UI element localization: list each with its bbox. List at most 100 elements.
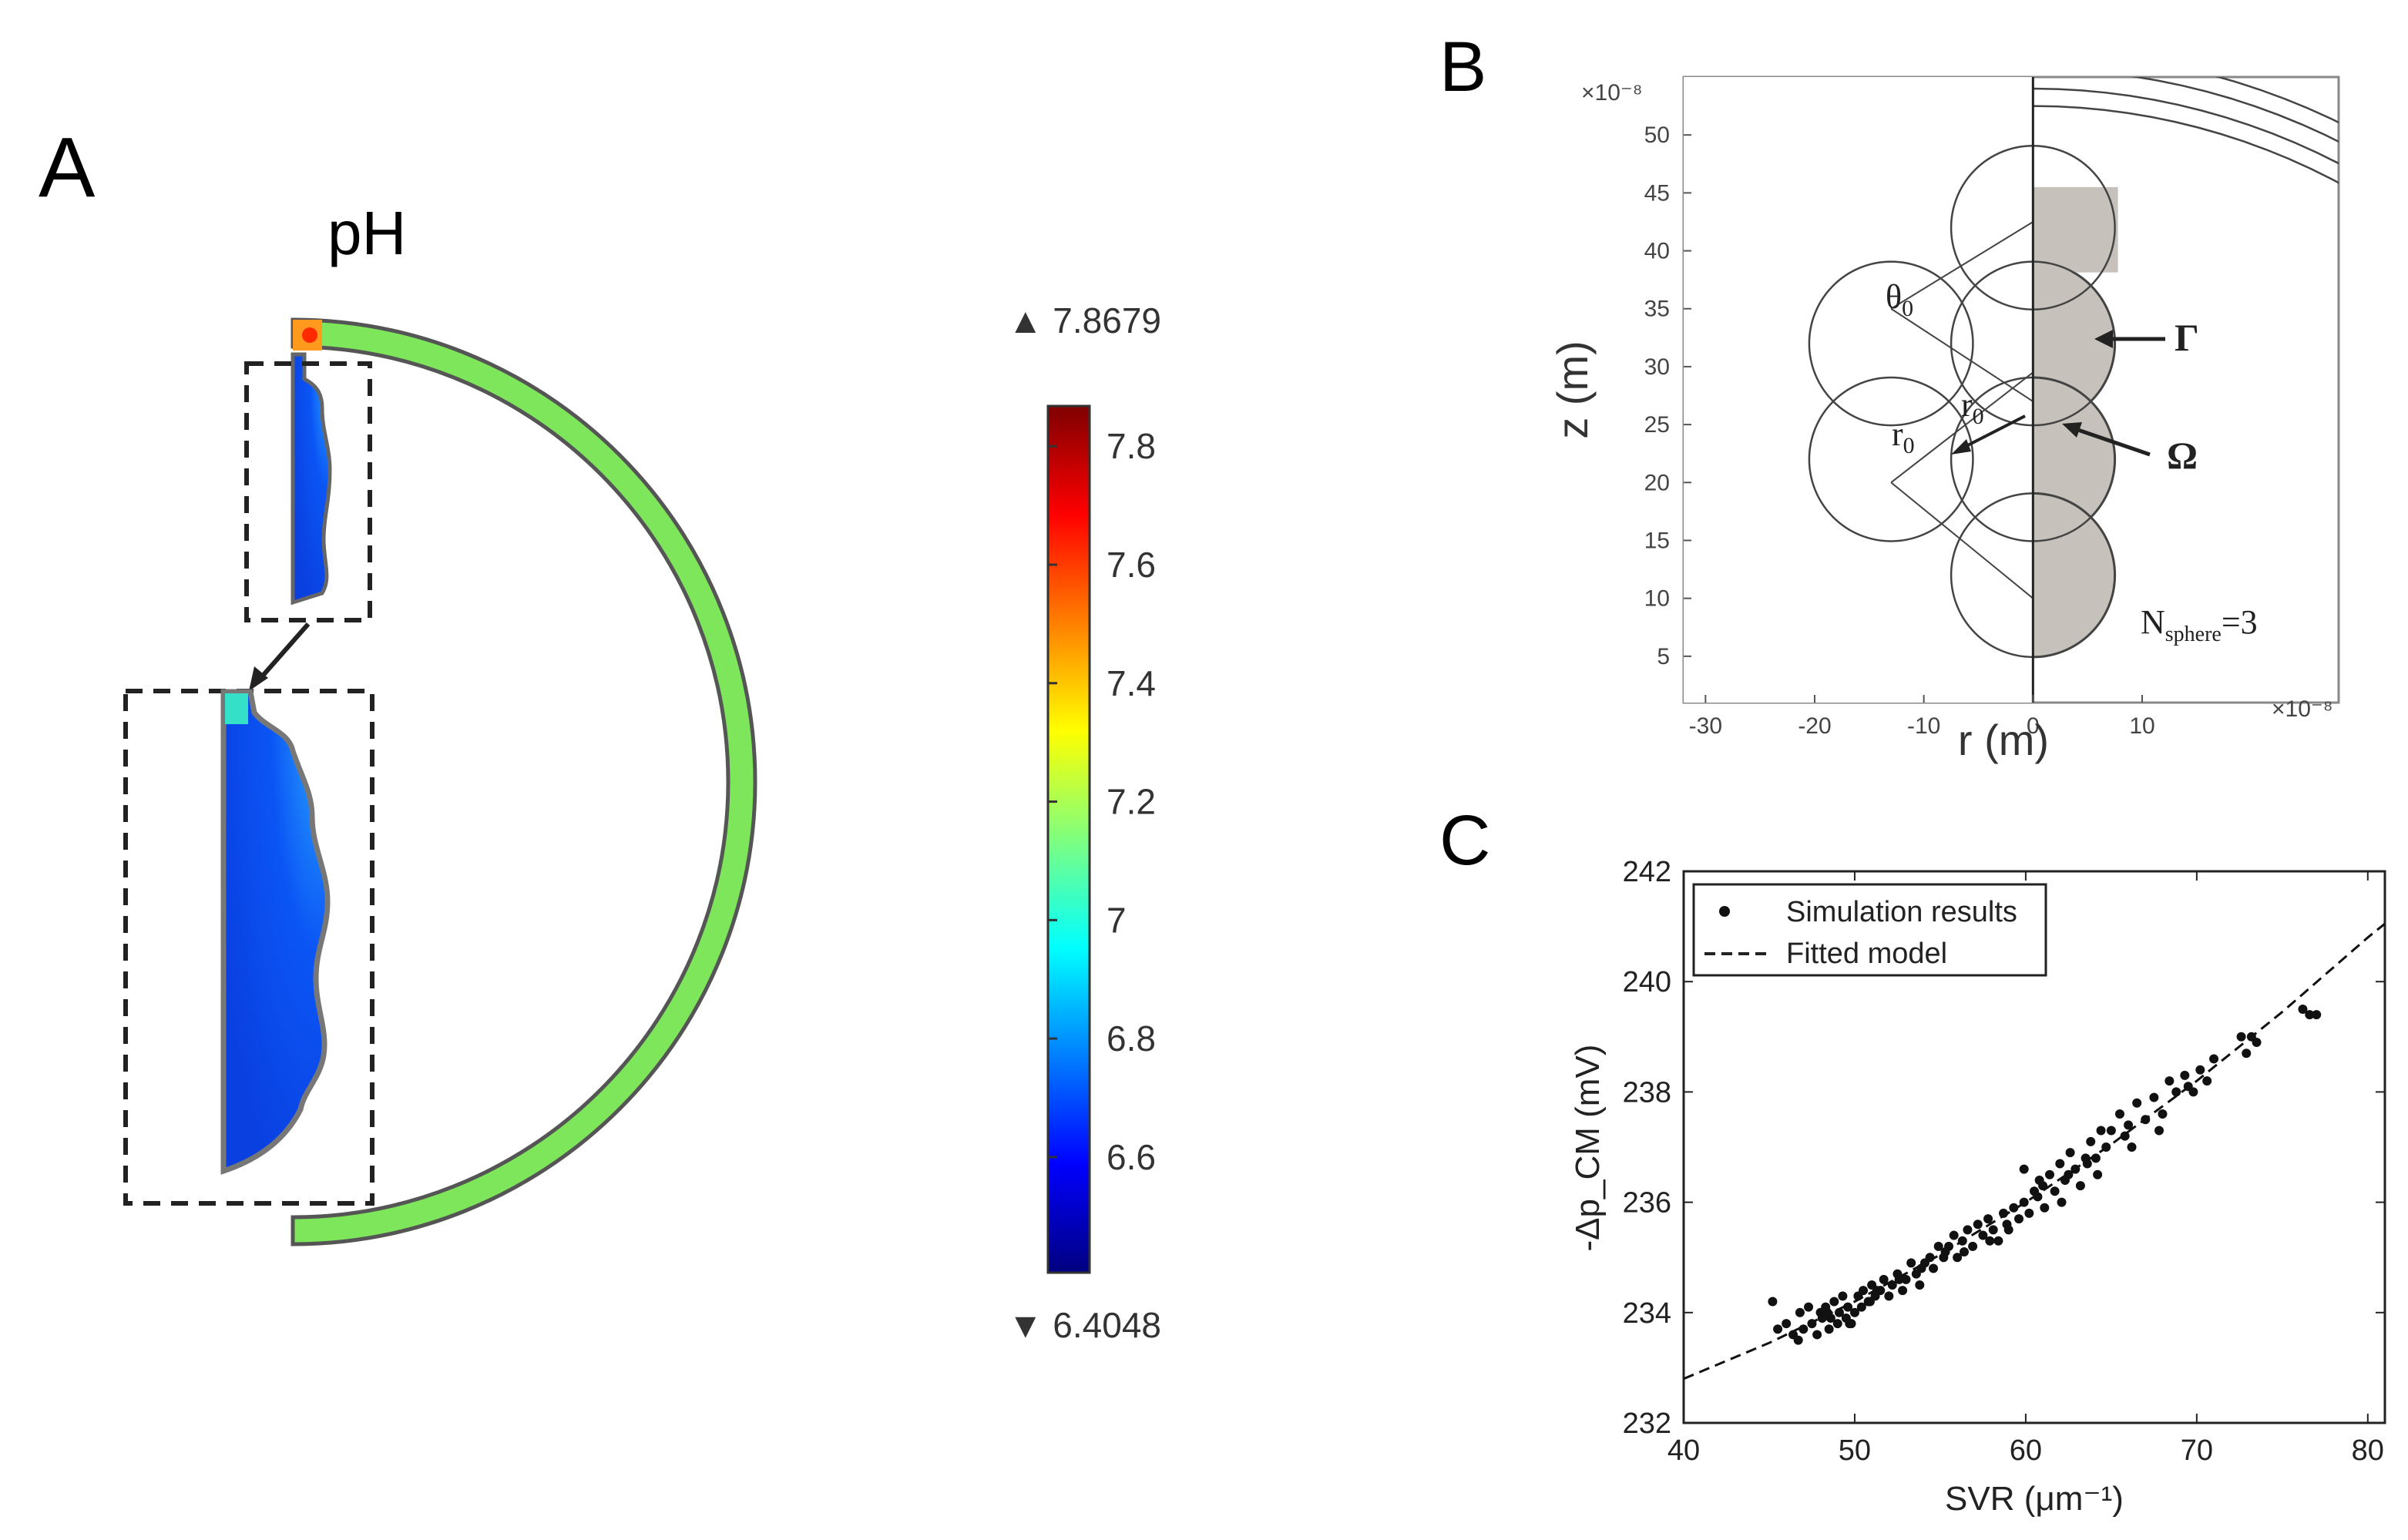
simulation-point [1898,1286,1908,1296]
side-sphere-outline [1808,260,1974,427]
simulation-point [1887,1280,1897,1290]
left-mask [1684,77,2034,703]
colorbar-tick-label: 6.6 [1107,1137,1156,1177]
simulation-point [2091,1153,2101,1163]
simulation-point [1884,1291,1894,1301]
simulation-point [1879,1274,1889,1284]
construction-line [1890,371,2034,484]
inner-cell-large-tip [225,693,248,724]
simulation-point [2298,1005,2308,1014]
colorbar-ticks: 7.8 7.6 7.4 7.2 7 6.8 6.6 [1048,426,1156,1177]
colorbar-tick-label: 7.8 [1107,426,1156,466]
simulation-point [2093,1169,2103,1179]
colorbar-tick-label: 7.2 [1107,782,1156,822]
panel-b-xtick-label: 10 [2129,713,2154,739]
simulation-point [1804,1302,1814,1312]
panel-c-ytick-label: 240 [1623,966,1671,998]
simulation-point [2141,1115,2151,1125]
simulation-point [1859,1286,1869,1296]
panel-b-xtick-label: 0 [2027,713,2040,739]
simulation-point [1843,1302,1853,1312]
simulation-point [2044,1169,2054,1179]
panel-c-xtick-label: 80 [2352,1434,2384,1467]
simulation-point [1925,1253,1935,1263]
legend-point-marker [1719,906,1730,917]
colorbar-tick-label: 7.4 [1107,663,1156,703]
panel-b-xtick-label: -30 [1689,713,1722,739]
n-subscript: sphere [2165,622,2222,646]
simulation-point [2064,1169,2074,1179]
simulation-point [2019,1164,2029,1174]
simulation-point [2024,1208,2034,1218]
simulation-point [2195,1065,2205,1075]
panel-b-ytick-label: 40 [1644,239,1670,264]
omega-neck-fill [2033,186,2118,273]
simulation-point [1872,1286,1882,1296]
panel-a: A pH 7.8 7.6 7.4 7.2 7 6.8 6.6 ▲ 7.8679 ▼ 6.40… [39,120,1161,1345]
panel-b-ytick-label: 50 [1644,122,1670,148]
simulation-point [2209,1054,2219,1064]
panel-b-ytick-label: 30 [1644,354,1670,380]
inset-arrow [255,622,311,683]
simulation-point [2075,1181,2085,1191]
simulation-point [1960,1247,1969,1257]
simulation-point [2014,1214,2024,1224]
inset-box-small [244,361,372,622]
simulation-point [2305,1010,2315,1020]
simulation-point [1856,1302,1866,1312]
simulation-point [2038,1181,2048,1191]
simulation-point [2149,1092,2159,1102]
simulation-point [1822,1307,1832,1317]
simulation-point [1985,1236,1995,1246]
simulation-point [2101,1142,2111,1152]
simulation-point [1795,1307,1805,1317]
r0-lower-subscript: 0 [1903,433,1915,458]
theta-symbol: θ [1886,278,1902,316]
simulation-point [1901,1274,1911,1284]
n-value: =3 [2222,603,2258,641]
r0-upper-subscript: 0 [1973,404,1984,429]
simulation-point [2082,1159,2092,1169]
simulation-point [1832,1319,1842,1329]
simulation-point [2055,1159,2065,1169]
simulation-point [2202,1076,2212,1086]
simulation-point [1988,1225,1998,1235]
simulation-point [2106,1126,2116,1136]
simulation-point [2124,1120,2134,1130]
omega-label: Ω [2167,434,2198,477]
simulation-point [2180,1070,2190,1080]
panel-b-xtick-label: -10 [1907,713,1940,739]
gamma-label: Γ [2175,316,2199,359]
simulation-point [2002,1220,2012,1230]
inset-arrow-head [249,666,268,691]
panel-c-xtick-label: 40 [1667,1434,1700,1467]
simulation-point [1834,1307,1844,1317]
simulation-point [2252,1037,2262,1047]
inner-cell-small [291,352,332,606]
simulation-point [2120,1131,2130,1141]
construction-line [1890,481,2034,599]
construction-line [1890,221,2034,310]
panel-c-ytick-label: 232 [1623,1407,1671,1440]
inner-cell-large [220,689,331,1175]
legend-simulation-label: Simulation results [1786,896,2017,928]
simulation-point [2165,1076,2175,1086]
simulation-point [1793,1335,1803,1345]
simulation-point [1983,1214,1993,1224]
r0-arrow-head [1951,439,1971,455]
simulation-point [2033,1192,2043,1202]
simulation-point [2057,1197,2067,1207]
simulation-point [2183,1082,2193,1092]
theta-label: θ0 [1886,278,1913,321]
simulation-point [1973,1220,1983,1230]
simulation-point [1865,1297,1875,1307]
cell-shell [291,317,757,1246]
simulation-point [1929,1263,1939,1273]
simulation-point [1798,1324,1809,1334]
panel-b-ytick-label: 15 [1644,528,1670,553]
panel-c-plot-frame [1682,870,2386,1424]
colorbar-tick-label: 6.8 [1107,1018,1156,1059]
panel-c-xlabel: SVR (μm⁻¹) [1945,1480,2124,1518]
simulation-point [2171,1087,2181,1097]
